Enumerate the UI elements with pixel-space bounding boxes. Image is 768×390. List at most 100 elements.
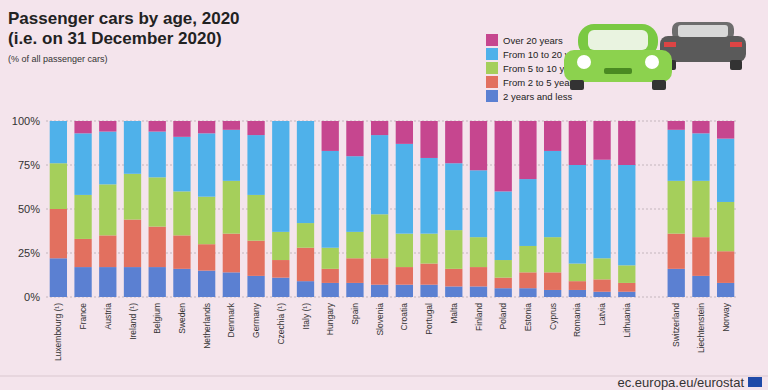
bar-segment [668, 269, 685, 297]
bar-segment [420, 234, 437, 264]
bar-segment [149, 121, 166, 132]
bar-segment [173, 191, 190, 235]
x-tick-label: Denmark [226, 302, 236, 337]
bar-segment [272, 260, 289, 278]
bar-segment [544, 237, 561, 272]
bar-segment [668, 121, 685, 130]
bar-segment [396, 234, 413, 267]
bar-segment [247, 135, 264, 195]
chart: Passenger cars by age, 2020(i.e. on 31 D… [0, 0, 768, 390]
bar-segment [717, 283, 734, 297]
bar-segment [717, 139, 734, 202]
legend-swatch [486, 62, 498, 74]
car-icons [564, 22, 746, 90]
legend-label: 2 years and less [503, 91, 572, 102]
bars [50, 121, 735, 297]
bar-segment [445, 121, 462, 163]
bar-segment [396, 144, 413, 234]
bar-segment [593, 121, 610, 160]
bar-segment [519, 121, 536, 179]
bar-segment [692, 181, 709, 237]
source: ec.europa.eu/eurostat [618, 375, 745, 390]
bar-segment [247, 195, 264, 241]
bar-segment [495, 288, 512, 297]
bar-segment [297, 281, 314, 297]
bar-segment [495, 121, 512, 191]
bar-segment [99, 132, 116, 185]
bar-segment [569, 121, 586, 165]
bar-segment [50, 163, 67, 209]
car-light [577, 55, 591, 69]
bar-segment [668, 181, 685, 234]
y-label: (% of all passenger cars) [8, 54, 108, 64]
bar-segment [470, 121, 487, 170]
car-window [678, 25, 728, 37]
bar-segment [371, 214, 388, 258]
x-tick-label: Austria [103, 303, 113, 330]
bar-segment [99, 184, 116, 235]
bar-segment [445, 163, 462, 230]
bar-segment [495, 191, 512, 260]
bar-segment [50, 209, 67, 258]
bar-segment [445, 286, 462, 297]
x-tick-label: Belgium [152, 303, 162, 334]
x-tick-label: Croatia [399, 303, 409, 331]
bar-segment [519, 246, 536, 272]
bar-segment [717, 251, 734, 283]
bar-segment [668, 130, 685, 181]
legend-swatch [486, 76, 498, 88]
bar-segment [346, 121, 363, 156]
bar-segment [198, 121, 215, 133]
legend-label: From 2 to 5 years [503, 77, 578, 88]
bar-segment [223, 181, 240, 234]
bar-segment [272, 232, 289, 260]
bar-segment [173, 235, 190, 268]
bar-segment [544, 151, 561, 237]
bar-segment [420, 158, 437, 234]
x-tick-label: Netherlands [202, 303, 212, 349]
x-tick-label: Malta [449, 303, 459, 324]
x-tick-label: Sweden [177, 303, 187, 334]
x-tick-label: Latvia [597, 303, 607, 326]
bar-segment [396, 285, 413, 297]
x-tick-label: Czechia (¹) [276, 303, 286, 345]
bar-segment [618, 283, 635, 292]
car-wheel [570, 80, 584, 90]
bar-segment [692, 133, 709, 181]
bar-segment [544, 290, 561, 297]
bar-segment [50, 121, 67, 163]
y-tick-label: 50% [18, 203, 40, 215]
eu-flag [748, 377, 762, 387]
bar-segment [692, 237, 709, 276]
x-labels: Luxembourg (¹)FranceAustriaIreland (¹)Be… [53, 302, 730, 361]
bar-segment [272, 121, 289, 122]
bar-segment [618, 265, 635, 283]
bar-segment [569, 290, 586, 297]
bar-segment [124, 121, 141, 122]
y-tick-label: 100% [12, 115, 40, 127]
bar-segment [544, 121, 561, 151]
bar-segment [396, 267, 413, 285]
bar-segment [322, 121, 339, 151]
bar-segment [223, 121, 240, 130]
bar-segment [445, 230, 462, 269]
bar-segment [297, 223, 314, 248]
x-tick-label: Finland [474, 303, 484, 331]
bar-segment [173, 121, 190, 137]
bar-segment [173, 269, 190, 297]
bar-segment [420, 285, 437, 297]
x-tick-label: Liechtenstein [696, 303, 706, 353]
bar-segment [272, 278, 289, 297]
bar-segment [495, 278, 512, 289]
bar-segment [668, 234, 685, 269]
bar-segment [99, 267, 116, 297]
bar-segment [223, 234, 240, 273]
car-light [664, 42, 676, 47]
x-tick-label: Ireland (¹) [128, 303, 138, 340]
y-tick-label: 75% [18, 159, 40, 171]
bar-segment [519, 288, 536, 297]
bar-segment [149, 267, 166, 297]
x-tick-label: Lithuania [622, 303, 632, 338]
bar-segment [322, 269, 339, 283]
background [0, 0, 768, 390]
